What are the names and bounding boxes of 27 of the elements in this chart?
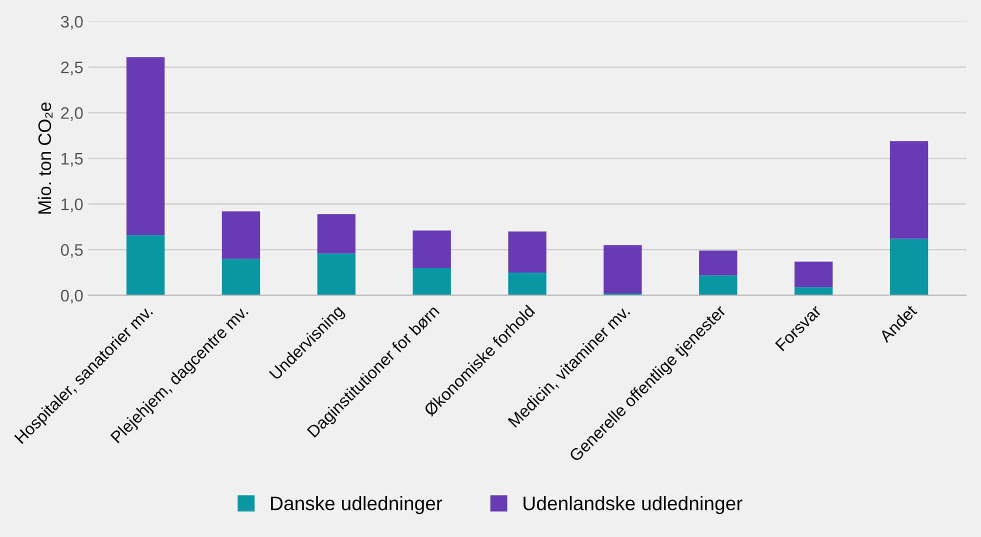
bar <box>890 141 928 239</box>
bar <box>794 262 833 288</box>
bar <box>412 230 451 268</box>
bar <box>699 275 738 296</box>
bar <box>890 238 928 296</box>
bar <box>508 272 546 296</box>
bar <box>412 268 451 296</box>
bar <box>222 211 260 259</box>
y-tick-label: 2,0 <box>61 107 83 121</box>
y-tick-label: 0,5 <box>60 244 83 258</box>
bar <box>126 235 165 296</box>
y-tick-label: 1,0 <box>62 198 83 212</box>
bar <box>699 250 738 276</box>
y-tick-label: 2,5 <box>61 62 83 76</box>
bar <box>126 57 165 236</box>
y-tick-label: 3,0 <box>60 16 83 30</box>
y-tick-label: 1,5 <box>62 152 83 167</box>
legend-label: Udenlandske udledninger <box>524 496 742 514</box>
y-tick-label: 0,0 <box>60 290 83 304</box>
bar <box>317 253 356 296</box>
bar <box>222 258 260 296</box>
legend-label: Danske udledninger <box>271 496 442 514</box>
bar <box>317 214 356 254</box>
bar <box>794 287 833 296</box>
bar <box>604 245 642 294</box>
bar <box>508 231 546 273</box>
y-axis-title: Mio. ton CO₂e <box>38 102 53 214</box>
